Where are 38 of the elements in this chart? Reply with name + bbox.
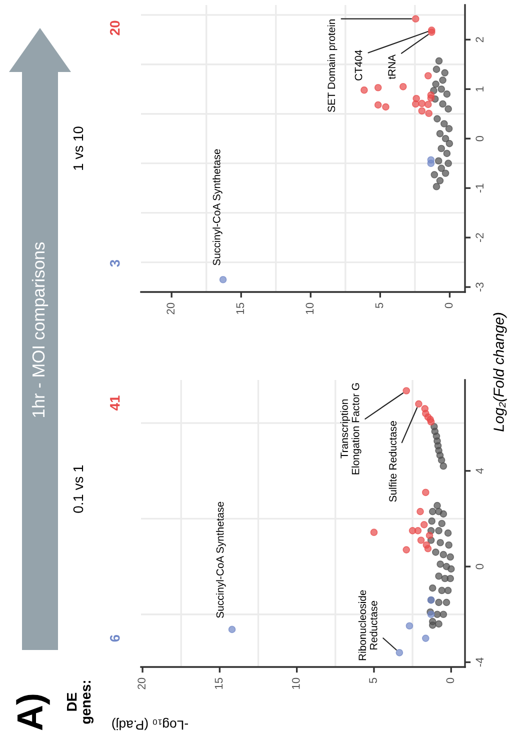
- x-tick-label: 0: [446, 678, 454, 684]
- x-tick-label: 10: [306, 302, 314, 314]
- annotation: SET Domain protein: [327, 20, 338, 112]
- y-tick-label: 0: [476, 136, 484, 142]
- text: 1 vs 10: [73, 126, 84, 170]
- y-tick-label: -1: [476, 184, 484, 193]
- annotation: Ribonucleoside Reductase: [358, 590, 378, 660]
- x-tick-label: 10: [292, 678, 300, 689]
- x-tick-label: 5: [375, 302, 384, 308]
- y-tick-label: -4: [476, 658, 484, 667]
- text: DE genes:: [67, 680, 94, 724]
- x-tick-label: 20: [166, 302, 175, 314]
- y-tick-label: 2: [476, 37, 484, 42]
- text: 6: [110, 634, 120, 642]
- text: 0.1 vs 1: [73, 465, 84, 513]
- x-tick-label: 5: [369, 678, 377, 684]
- x-tick-label: 0: [444, 302, 453, 308]
- annotation: CT404: [354, 50, 362, 80]
- y-tick-label: 0: [476, 564, 484, 570]
- annotation: tRNA: [388, 54, 396, 80]
- annotation: Succinyl-CoA Synthetase: [212, 149, 222, 266]
- annotation: Transcription Elongation Factor G: [340, 383, 362, 474]
- y-axis-title: Log₂(Fold change): [493, 312, 507, 432]
- y-tick-label: 4: [476, 468, 484, 474]
- text: 41: [110, 396, 120, 410]
- text: 1hr - MOI comparisons: [32, 242, 48, 417]
- text: 3: [110, 260, 120, 267]
- x-axis-title: -Log₁₀ (P.adj): [112, 718, 188, 730]
- x-tick-label: 20: [138, 678, 146, 690]
- text: 20: [110, 20, 120, 36]
- y-tick-label: -3: [476, 282, 484, 292]
- annotation: Sulfite Reductase: [388, 421, 397, 502]
- x-tick-label: 15: [236, 302, 244, 314]
- x-tick-label: 15: [214, 678, 223, 689]
- annotation: Succinyl-CoA Synthetase: [216, 502, 226, 618]
- y-tick-label: 1: [476, 86, 484, 92]
- text: A): [16, 694, 50, 730]
- y-tick-label: -2: [476, 233, 484, 242]
